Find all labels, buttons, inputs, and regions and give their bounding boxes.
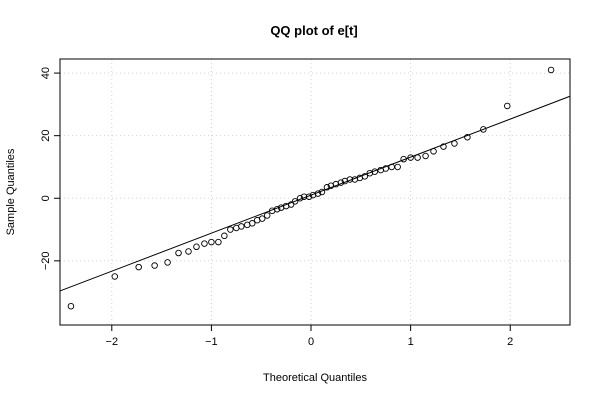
data-point <box>382 165 389 172</box>
data-point <box>208 238 215 246</box>
data-point <box>323 184 331 191</box>
data-point <box>221 232 228 240</box>
data-point <box>287 201 295 208</box>
data-point <box>394 163 401 171</box>
y-tick-label: 20 <box>40 130 52 142</box>
x-tick-label: −2 <box>106 336 119 348</box>
x-axis: −2 −1 0 1 2 <box>106 325 513 348</box>
data-point <box>503 102 511 110</box>
data-point <box>185 248 192 255</box>
data-point <box>67 302 75 310</box>
data-point <box>346 176 354 183</box>
data-point <box>175 249 182 257</box>
data-point <box>227 226 234 233</box>
x-tick-label: 0 <box>308 336 314 348</box>
data-point <box>430 148 437 155</box>
data-point <box>337 179 345 186</box>
data-point <box>201 240 208 247</box>
x-tick-label: 1 <box>408 336 414 348</box>
y-axis: −20 0 20 40 <box>40 67 60 270</box>
data-point <box>318 188 326 196</box>
data-point <box>407 154 414 161</box>
data-point <box>151 262 158 269</box>
data-point <box>464 133 471 141</box>
data-point <box>400 155 407 163</box>
data-point <box>291 198 299 205</box>
data-point <box>296 195 304 202</box>
data-point <box>314 190 322 197</box>
data-point <box>305 193 313 200</box>
data-point <box>422 152 429 160</box>
data-point <box>164 259 171 266</box>
y-tick-label: 0 <box>40 195 52 201</box>
data-point <box>111 273 119 280</box>
data-point <box>547 66 555 74</box>
data-point <box>135 263 142 271</box>
data-point <box>248 220 256 227</box>
data-point <box>215 238 222 246</box>
x-tick-label: −1 <box>205 336 218 348</box>
data-point <box>238 223 245 230</box>
data-point <box>263 212 271 219</box>
y-axis-label: Sample Quantiles <box>5 148 17 235</box>
data-point <box>440 143 447 150</box>
plot-frame <box>59 58 571 326</box>
data-point <box>480 126 487 133</box>
y-tick-label: −20 <box>40 252 52 271</box>
data-point <box>193 243 200 251</box>
data-point <box>414 154 421 161</box>
data-point <box>361 173 369 180</box>
data-points <box>67 66 555 310</box>
grid-lines <box>60 59 570 325</box>
data-point <box>273 205 281 213</box>
data-point <box>451 140 458 147</box>
y-tick-label: 40 <box>40 67 52 79</box>
data-point <box>388 163 395 171</box>
chart-title: QQ plot of e[t] <box>270 23 357 38</box>
data-point <box>371 168 379 175</box>
x-axis-label: Theoretical Quantiles <box>263 372 367 384</box>
x-tick-label: 2 <box>507 336 513 348</box>
data-point <box>300 193 308 200</box>
data-point <box>258 215 266 222</box>
